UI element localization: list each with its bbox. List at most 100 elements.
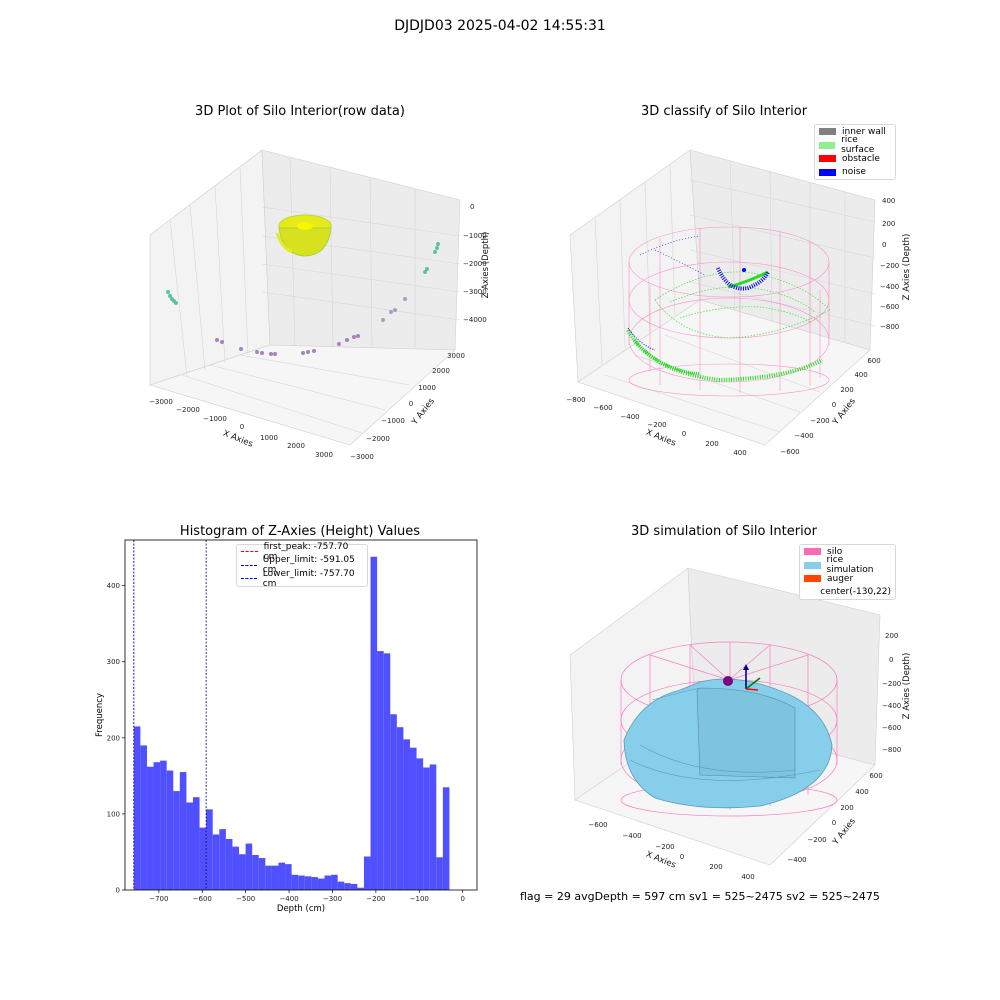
histogram-bar: [324, 875, 332, 890]
classify-panel-title: 3D classify of Silo Interior: [640, 104, 808, 119]
simulation-auger-marker: [723, 664, 761, 691]
histogram-bar: [416, 758, 424, 890]
histogram-bar: [153, 762, 161, 890]
legend-swatch: [819, 168, 836, 176]
histogram-bar: [317, 878, 325, 890]
classify-ytick: 400: [854, 371, 867, 379]
legend-swatch: [819, 141, 836, 149]
histogram-legend: first_peak: -757.70 cm Upper_limit: -591…: [236, 541, 368, 589]
simulation-legend-item: silo: [800, 545, 895, 559]
simulation-ztick: 0: [889, 656, 893, 664]
legend-line: [241, 551, 258, 553]
raw-melt-points: [275, 214, 332, 257]
classify-ztick: −600: [880, 303, 899, 311]
raw-ytick: 3000: [447, 352, 465, 360]
histogram-legend-item: first_peak: -757.70 cm: [237, 541, 367, 562]
raw-ytick: −3000: [350, 453, 374, 461]
histogram-xtick-label: −600: [193, 895, 212, 903]
histogram-bar: [258, 858, 266, 890]
histogram-bar: [265, 865, 272, 890]
raw-ztick: −3000: [463, 288, 487, 296]
raw-xtick: 1000: [260, 434, 278, 442]
raw-scatter-points: [215, 297, 407, 356]
legend-label: center(-130,22): [820, 587, 891, 598]
simulation-xtick: 200: [709, 863, 722, 871]
legend-label: inner wall: [842, 126, 886, 137]
legend-swatch: [804, 575, 821, 583]
classify-xtick: −600: [593, 404, 612, 412]
histogram-bar: [370, 556, 378, 890]
classify-ytick: 0: [832, 401, 836, 409]
histogram-xticks: −700 −600 −500 −400 −300 −200 −100 0: [149, 890, 465, 903]
raw-xtick: −2000: [176, 406, 200, 414]
histogram-bar: [245, 843, 253, 890]
classify-ytick: −400: [794, 432, 813, 440]
histogram-ytick-label: 400: [107, 582, 120, 590]
histogram-bar: [133, 726, 141, 890]
legend-swatch: [804, 561, 821, 569]
histogram-bar: [442, 787, 450, 890]
histogram-xtick-label: −200: [366, 895, 385, 903]
classify-wall-mesh: [628, 226, 830, 397]
legend-swatch: [819, 155, 836, 163]
histogram-xtick-label: −400: [279, 895, 298, 903]
simulation-panel-title: 3D simulation of Silo Interior: [631, 524, 817, 539]
classify-ztick: −200: [880, 262, 899, 270]
histogram-bar: [403, 739, 410, 890]
classify-xtick: 0: [682, 430, 686, 438]
legend-label: rice surface: [841, 135, 875, 156]
histogram-bar: [285, 864, 292, 890]
legend-line: [241, 578, 257, 580]
histogram-bar: [166, 770, 174, 890]
histogram-xtick-label: 0: [460, 895, 464, 903]
histogram-bar: [278, 862, 286, 890]
histogram-ytick-label: 200: [107, 734, 120, 742]
raw-ytick: −1000: [381, 417, 405, 425]
histogram-bar: [146, 766, 154, 890]
classify-xtick: 200: [705, 440, 718, 448]
histogram-bar: [212, 834, 220, 890]
histogram-ylabel: Frequency: [95, 693, 105, 737]
simulation-xtick: −600: [588, 821, 607, 829]
legend-label: auger: [827, 573, 854, 584]
legend-swatch: [804, 589, 814, 596]
simulation-ztick: −600: [882, 724, 901, 732]
histogram-bar: [409, 747, 417, 890]
raw-zlabel: Z Axies (Depth): [481, 232, 491, 299]
histogram-bar: [390, 714, 397, 890]
histogram-bar: [271, 865, 279, 890]
histogram-bar: [396, 727, 404, 890]
histogram-bar: [298, 875, 305, 890]
legend-label: Lower_limit: -757.70 cm: [262, 568, 355, 589]
raw-wall-points: [166, 242, 440, 305]
legend-swatch: [804, 548, 821, 556]
histogram-bar: [304, 876, 312, 890]
classify-xtick: 400: [733, 449, 746, 457]
histogram-bar: [429, 764, 437, 890]
histogram-yticks: 0 100 200 300 400: [107, 582, 125, 895]
raw-ytick: −2000: [366, 435, 390, 443]
raw-ztick: −4000: [463, 316, 487, 324]
legend-label: obstacle: [842, 153, 880, 164]
histogram-bar: [436, 857, 443, 890]
classify-legend: inner wall rice surface obstacle noise: [814, 124, 896, 180]
histogram-xtick-label: −700: [149, 895, 168, 903]
simulation-xtick: −200: [655, 843, 674, 851]
simulation-ztick: −200: [882, 680, 901, 688]
raw-ytick: 2000: [432, 367, 450, 375]
classify-zlabel: Z Axies (Depth): [902, 234, 912, 301]
classify-ytick: −200: [810, 417, 829, 425]
simulation-ytick: 200: [840, 804, 853, 812]
histogram-title: Histogram of Z-Axies (Height) Values: [179, 524, 421, 539]
histogram-ytick-label: 0: [116, 887, 120, 895]
histogram-bar: [337, 881, 345, 890]
histogram-bar: [331, 874, 338, 890]
simulation-legend: silo rice simulation auger center(-130,2…: [799, 544, 896, 600]
histogram-bar: [239, 854, 246, 890]
legend-label: rice simulation: [826, 555, 874, 576]
classify-legend-item: rice surface: [815, 135, 895, 155]
histogram-frame: [124, 539, 478, 891]
classify-ztick: 0: [882, 241, 886, 249]
legend-label: first_peak: -757.70 cm: [263, 541, 349, 562]
raw-xtick: −3000: [149, 398, 173, 406]
